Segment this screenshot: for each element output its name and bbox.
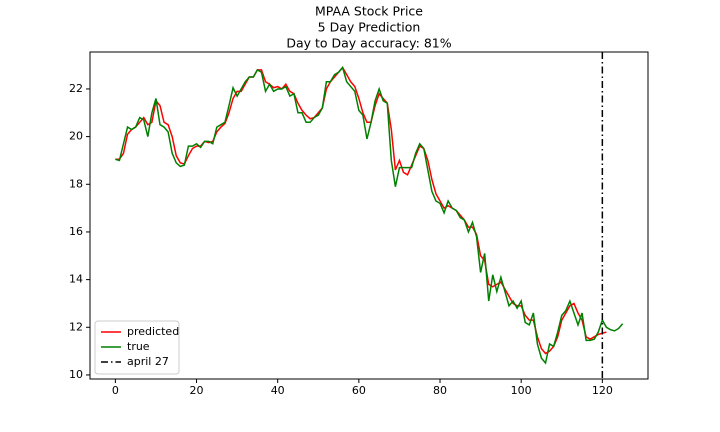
line-series	[115, 65, 624, 365]
x-tick-label: 0	[112, 384, 119, 397]
legend-label: true	[127, 340, 150, 353]
x-tick-label: 20	[190, 384, 204, 397]
x-tick-label: 80	[433, 384, 447, 397]
chart-title: Day to Day accuracy: 81%	[286, 36, 451, 51]
chart-title: 5 Day Prediction	[318, 20, 421, 35]
legend-label: predicted	[127, 325, 179, 338]
y-tick-label: 16	[69, 225, 83, 238]
line-series	[115, 66, 607, 355]
x-tick-label: 100	[511, 384, 532, 397]
y-tick-label: 10	[69, 368, 83, 381]
x-tick-label: 120	[592, 384, 613, 397]
y-tick-label: 12	[69, 320, 83, 333]
x-tick-label: 40	[271, 384, 285, 397]
legend: predicted true april 27	[94, 320, 180, 375]
legend-box	[94, 320, 180, 375]
chart-title: MPAA Stock Price	[315, 4, 423, 19]
plot-frame	[89, 51, 649, 380]
x-tick-label: 60	[352, 384, 366, 397]
y-tick-label: 20	[69, 130, 83, 143]
y-tick-label: 14	[69, 273, 83, 286]
y-tick-label: 18	[69, 177, 83, 190]
y-tick-label: 22	[69, 82, 83, 95]
legend-label: april 27	[127, 355, 169, 368]
